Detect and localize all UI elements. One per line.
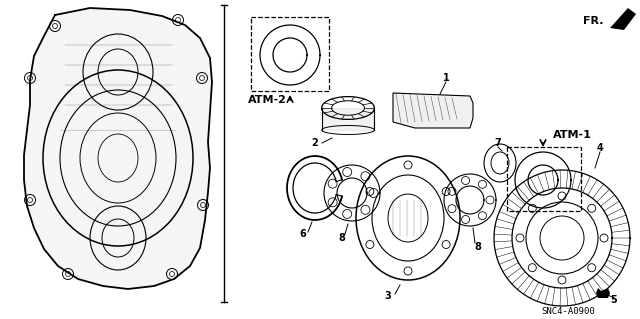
Text: 1: 1: [443, 73, 449, 83]
Polygon shape: [610, 8, 636, 30]
Polygon shape: [24, 8, 212, 289]
Text: ATM-2: ATM-2: [248, 95, 287, 105]
FancyBboxPatch shape: [507, 147, 581, 211]
Text: 6: 6: [300, 229, 307, 239]
Text: 8: 8: [475, 242, 481, 252]
Text: 2: 2: [312, 138, 318, 148]
Text: 3: 3: [385, 291, 392, 301]
Text: 4: 4: [596, 143, 604, 153]
Text: 8: 8: [339, 233, 346, 243]
Polygon shape: [393, 93, 473, 128]
Text: ATM-1: ATM-1: [552, 130, 591, 140]
Text: 7: 7: [495, 138, 501, 148]
Text: SNC4-A0900: SNC4-A0900: [541, 308, 595, 316]
FancyBboxPatch shape: [251, 17, 329, 91]
Text: 5: 5: [611, 295, 618, 305]
Text: FR.: FR.: [584, 16, 604, 26]
Polygon shape: [596, 288, 610, 298]
